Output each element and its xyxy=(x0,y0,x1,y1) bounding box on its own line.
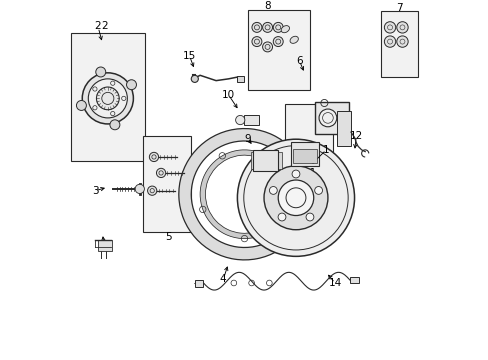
Text: 6: 6 xyxy=(296,56,302,66)
Text: 10: 10 xyxy=(222,90,235,100)
Bar xyxy=(70,33,145,161)
Bar xyxy=(336,111,350,146)
Circle shape xyxy=(314,186,322,194)
Bar xyxy=(315,102,348,134)
Circle shape xyxy=(305,213,313,221)
Bar xyxy=(143,136,191,231)
Circle shape xyxy=(147,186,157,195)
Circle shape xyxy=(278,180,313,216)
Text: 4: 4 xyxy=(220,274,226,284)
Bar xyxy=(349,276,358,283)
Circle shape xyxy=(278,213,285,221)
Circle shape xyxy=(110,120,120,130)
Bar xyxy=(275,152,281,170)
Circle shape xyxy=(251,37,262,46)
Text: 14: 14 xyxy=(328,278,341,288)
Text: 12: 12 xyxy=(349,131,362,141)
Circle shape xyxy=(273,22,283,32)
Text: 11: 11 xyxy=(303,168,316,178)
Circle shape xyxy=(318,109,336,127)
Bar xyxy=(194,280,202,287)
Circle shape xyxy=(237,139,354,256)
Circle shape xyxy=(82,73,133,124)
Text: 5: 5 xyxy=(164,232,171,242)
Circle shape xyxy=(264,166,327,230)
Circle shape xyxy=(251,22,262,32)
Circle shape xyxy=(262,42,272,52)
Text: 2: 2 xyxy=(101,21,107,31)
Text: 1: 1 xyxy=(322,145,329,155)
Bar xyxy=(380,12,418,77)
Circle shape xyxy=(76,100,86,111)
Text: 7: 7 xyxy=(395,3,402,13)
Circle shape xyxy=(88,79,127,118)
Circle shape xyxy=(291,170,299,178)
Bar xyxy=(247,10,309,90)
Text: 13: 13 xyxy=(98,243,111,252)
Bar xyxy=(292,149,316,163)
Circle shape xyxy=(396,22,407,33)
Bar xyxy=(250,152,256,170)
Bar xyxy=(290,142,318,166)
Circle shape xyxy=(156,168,165,177)
Ellipse shape xyxy=(289,36,298,43)
Circle shape xyxy=(96,87,119,110)
Circle shape xyxy=(149,152,158,162)
Wedge shape xyxy=(200,150,287,239)
Circle shape xyxy=(135,184,144,194)
Wedge shape xyxy=(179,129,305,260)
Circle shape xyxy=(396,36,407,47)
Circle shape xyxy=(384,36,395,47)
Circle shape xyxy=(96,67,105,77)
Circle shape xyxy=(384,22,395,33)
Circle shape xyxy=(269,186,277,194)
Text: 3: 3 xyxy=(92,186,99,196)
Circle shape xyxy=(191,75,198,82)
Bar xyxy=(253,150,278,171)
Circle shape xyxy=(126,80,136,90)
Text: 9: 9 xyxy=(244,134,251,144)
Text: 15: 15 xyxy=(183,51,196,61)
Bar xyxy=(98,240,111,251)
Text: 8: 8 xyxy=(264,1,270,11)
Circle shape xyxy=(235,116,244,125)
Bar xyxy=(244,115,258,125)
Bar xyxy=(236,76,244,82)
Text: 2: 2 xyxy=(94,21,100,31)
Ellipse shape xyxy=(281,26,289,33)
Bar xyxy=(285,104,332,171)
Circle shape xyxy=(262,22,272,32)
Circle shape xyxy=(273,37,283,46)
